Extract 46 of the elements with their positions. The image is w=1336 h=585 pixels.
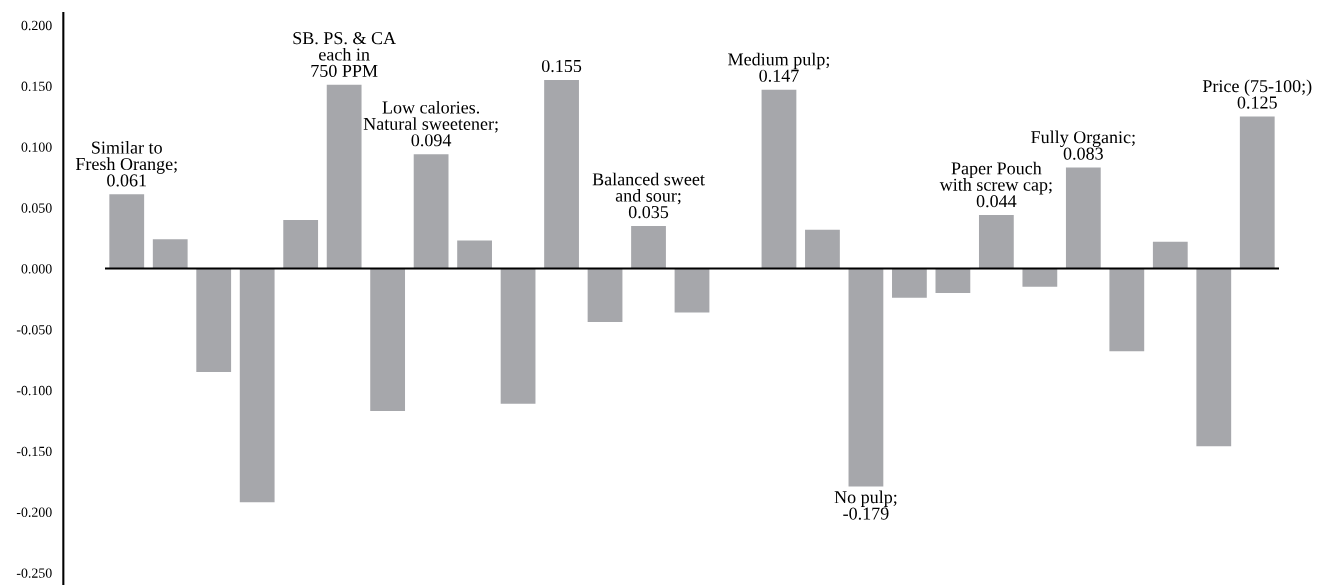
bar (1152, 241, 1188, 269)
bar (239, 268, 275, 503)
bar (152, 239, 188, 269)
data-label: Balanced sweet and sour; 0.035 (592, 172, 705, 219)
bar (544, 79, 579, 269)
y-tick-label: 0.000 (21, 264, 52, 274)
bar (326, 84, 362, 269)
bar (935, 268, 971, 293)
y-tick-label: 0.200 (21, 20, 52, 31)
y-tick-label: -0.100 (16, 385, 52, 396)
bar (1109, 268, 1145, 352)
bar (196, 268, 232, 373)
bar (892, 268, 927, 298)
y-tick-label: -0.200 (16, 507, 52, 517)
bar (1065, 167, 1101, 269)
bar (1022, 268, 1058, 287)
bar (631, 225, 666, 269)
y-tick-label: -0.250 (16, 568, 52, 578)
y-tick-label: 0.150 (21, 81, 52, 92)
data-label: Price (75-100;) 0.125 (1202, 79, 1312, 109)
bar (587, 268, 623, 323)
y-tick-label: -0.050 (16, 325, 52, 335)
bar (805, 229, 840, 269)
data-label: Fully Organic; 0.083 (1031, 130, 1135, 160)
data-label: Similar to Fresh Orange; 0.061 (75, 141, 177, 187)
y-tick-label: 0.050 (21, 203, 52, 213)
y-tick-label: -0.150 (16, 446, 52, 457)
data-label: Paper Pouch with screw cap; 0.044 (939, 161, 1052, 208)
bar (1196, 268, 1232, 447)
bar (674, 268, 710, 313)
data-label: Medium pulp; 0.147 (728, 52, 829, 82)
bar (761, 89, 797, 269)
bar (500, 268, 536, 404)
bar (1239, 116, 1275, 269)
data-label: SB. PS. & CA each in 750 PPM (293, 32, 396, 77)
data-label: No pulp; -0.179 (834, 490, 897, 520)
data-label: 0.155 (541, 59, 582, 73)
y-tick-label: 0.100 (21, 142, 52, 152)
bar (283, 219, 319, 269)
bar (370, 268, 406, 411)
bar (413, 154, 449, 269)
bar (457, 240, 492, 269)
bar (848, 268, 884, 487)
data-label: Low calories. Natural sweetener; 0.094 (363, 100, 498, 147)
bar (109, 194, 145, 269)
bar (978, 215, 1014, 269)
